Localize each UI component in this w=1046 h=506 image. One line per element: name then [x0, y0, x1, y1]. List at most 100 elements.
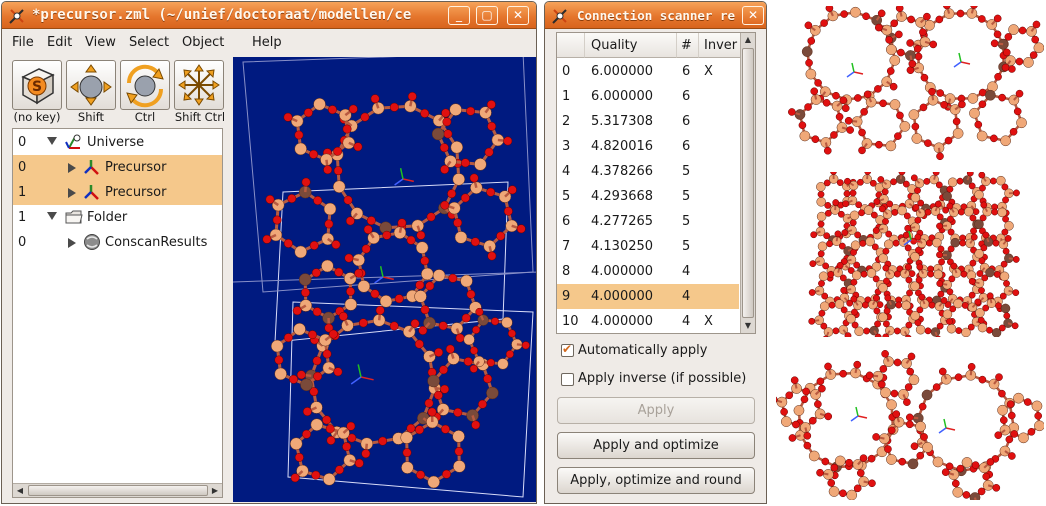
menu-edit[interactable]: Edit: [47, 35, 73, 50]
tree-row-folder[interactable]: 1 Folder: [13, 205, 222, 230]
auto-apply-checkbox[interactable]: [561, 342, 574, 357]
apply-inverse-label: Apply inverse (if possible): [578, 371, 747, 386]
tree-row-precursor-1[interactable]: 1 Precursor: [13, 180, 222, 205]
table-row[interactable]: 10 4.000000 4 X: [557, 309, 739, 334]
table-row[interactable]: 5 4.293668 5: [557, 184, 739, 209]
results-table: Quality # Inver 0 6.000000 6 X 1 6.000000 6 2 5.…: [556, 32, 756, 334]
scroll-thumb[interactable]: [742, 48, 754, 318]
3d-viewport[interactable]: [233, 57, 537, 502]
tree-index: 0: [18, 235, 27, 250]
row-index: 9: [562, 289, 571, 304]
tree-row-precursor-0[interactable]: 0 Precursor: [13, 155, 222, 180]
menu-object[interactable]: Object: [182, 35, 225, 50]
table-row[interactable]: 3 4.820016 6: [557, 134, 739, 159]
scroll-down-icon[interactable]: ▼: [744, 321, 752, 330]
tree-horizontal-scrollbar[interactable]: ◀ ▶: [13, 483, 222, 497]
row-index: 2: [562, 114, 571, 129]
table-row[interactable]: 0 6.000000 6 X: [557, 59, 739, 84]
row-index: 6: [562, 214, 571, 229]
row-quality: 6.000000: [591, 64, 654, 79]
row-count: 6: [682, 64, 691, 79]
column-header-count[interactable]: #: [677, 33, 699, 58]
collapse-arrow-icon[interactable]: [47, 212, 57, 220]
framework-render-bottom: [776, 350, 1044, 500]
results-sphere-icon: [84, 234, 100, 250]
column-header-inverse[interactable]: Inver: [699, 33, 740, 58]
ctrl-tool-button[interactable]: [120, 60, 170, 110]
apply-optimize-button[interactable]: Apply and optimize: [557, 432, 755, 459]
row-count: 5: [682, 214, 691, 229]
shift-tool-button[interactable]: [66, 60, 116, 110]
shift-tool-label: Shift: [77, 110, 105, 124]
shift-ctrl-tool-label: Shift Ctrl: [174, 110, 226, 124]
row-quality: 5.317308: [591, 114, 654, 129]
table-row[interactable]: 2 5.317308 6: [557, 109, 739, 134]
tree-row-universe[interactable]: 0 Universe: [13, 130, 222, 155]
table-row[interactable]: 4 4.378266 5: [557, 159, 739, 184]
column-header-index[interactable]: [557, 33, 585, 58]
collapse-arrow-icon[interactable]: [47, 137, 57, 145]
translate-arrows-icon: [70, 64, 112, 106]
row-inverse: X: [704, 314, 713, 329]
column-header-quality[interactable]: Quality: [585, 33, 677, 58]
tree-row-conscanresults[interactable]: 0 ConscanResults: [13, 230, 222, 255]
apply-inverse-checkbox[interactable]: [561, 373, 574, 386]
close-button[interactable]: ✕: [507, 6, 529, 25]
scale-icon: [178, 64, 220, 106]
molecule-render[interactable]: [233, 57, 537, 502]
row-index: 8: [562, 264, 571, 279]
table-row[interactable]: 1 6.000000 6: [557, 84, 739, 109]
row-quality: 4.378266: [591, 164, 654, 179]
select-box-icon: S: [21, 68, 55, 105]
maximize-button[interactable]: ▢: [476, 6, 498, 25]
expand-arrow-icon[interactable]: [68, 188, 76, 198]
apply-optimize-round-button[interactable]: Apply, optimize and round: [557, 467, 755, 494]
app-logo-icon: [9, 9, 24, 24]
folder-icon: [65, 210, 83, 224]
main-titlebar[interactable]: *precursor.zml (~/unief/doctoraat/modell…: [2, 2, 536, 29]
scanner-window-title: Connection scanner re: [577, 8, 736, 23]
select-tool-button[interactable]: S: [12, 60, 62, 110]
scroll-left-icon[interactable]: ◀: [16, 486, 24, 495]
row-quality: 4.000000: [591, 289, 654, 304]
row-index: 10: [562, 314, 579, 329]
scroll-thumb[interactable]: [28, 485, 208, 496]
row-count: 5: [682, 189, 691, 204]
row-index: 0: [562, 64, 571, 79]
menu-help[interactable]: Help: [252, 35, 282, 50]
universe-axes-icon: [65, 134, 81, 149]
row-index: 7: [562, 239, 571, 254]
table-row[interactable]: 6 4.277265 5: [557, 209, 739, 234]
table-row[interactable]: 7 4.130250 5: [557, 234, 739, 259]
table-vertical-scrollbar[interactable]: ▲ ▼: [740, 33, 755, 333]
scanner-titlebar[interactable]: Connection scanner re ✕: [545, 2, 766, 29]
tree-index: 1: [18, 210, 27, 225]
shift-ctrl-tool-button[interactable]: [174, 60, 224, 110]
row-inverse: X: [704, 64, 713, 79]
select-tool-label: (no key): [13, 110, 61, 124]
row-count: 4: [682, 314, 691, 329]
frame-axes-icon: [84, 185, 99, 200]
menu-select[interactable]: Select: [129, 35, 170, 50]
scroll-up-icon[interactable]: ▲: [744, 35, 752, 44]
row-quality: 4.820016: [591, 139, 654, 154]
scroll-right-icon[interactable]: ▶: [211, 486, 219, 495]
apply-button[interactable]: Apply: [557, 397, 755, 424]
row-count: 4: [682, 289, 691, 304]
row-quality: 6.000000: [591, 89, 654, 104]
row-quality: 4.000000: [591, 314, 654, 329]
menu-file[interactable]: File: [12, 35, 34, 50]
row-index: 5: [562, 189, 571, 204]
framework-render-middle: [808, 172, 1020, 337]
rotate-icon: [126, 64, 164, 108]
menu-view[interactable]: View: [85, 35, 116, 50]
expand-arrow-icon[interactable]: [68, 163, 76, 173]
row-count: 6: [682, 89, 691, 104]
row-index: 1: [562, 89, 571, 104]
row-quality: 4.277265: [591, 214, 654, 229]
table-row[interactable]: 8 4.000000 4: [557, 259, 739, 284]
minimize-button[interactable]: _: [448, 6, 470, 25]
expand-arrow-icon[interactable]: [68, 238, 76, 248]
scanner-close-button[interactable]: ✕: [742, 6, 764, 25]
table-row[interactable]: 9 4.000000 4: [557, 284, 739, 309]
